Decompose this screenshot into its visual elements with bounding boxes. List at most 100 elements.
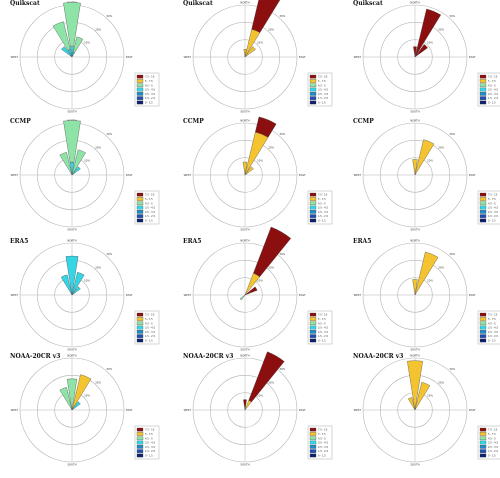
legend-swatch [136, 436, 144, 441]
legend-swatch [309, 197, 317, 201]
cardinal-west: WEST [11, 408, 19, 412]
wind-rose-panel: NORTH SOUTH EAST WEST 10% 20% 30% CCMP 7.5 - 105… [183, 116, 333, 232]
legend-swatch [136, 440, 144, 445]
ring-percent-label: 20% [438, 27, 444, 31]
legend-swatch [309, 92, 317, 96]
legend-label: 0 - 1.5 [145, 102, 153, 105]
legend-label: 2.5 - 3.5 [145, 93, 155, 96]
legend-swatch [479, 214, 487, 218]
cardinal-east: EAST [299, 408, 306, 412]
legend-swatch [309, 192, 317, 197]
cardinal-east: EAST [126, 293, 133, 297]
legend-label: 7.5 - 10 [145, 194, 155, 197]
legend-swatch [479, 440, 487, 445]
cardinal-east: EAST [126, 173, 133, 177]
cardinal-south: SOUTH [240, 348, 249, 352]
legend-swatch [136, 334, 144, 338]
legend-swatch [479, 427, 487, 432]
legend-swatch [136, 192, 144, 197]
ring-percent-label: 20% [95, 380, 101, 384]
wind-rose-panel: NORTH SOUTH EAST WEST 10% 20% 30% NOAA-20CR v3 7… [353, 353, 500, 467]
legend-swatch [479, 83, 487, 88]
legend-label: 4.5 - 5 [488, 322, 496, 325]
legend-label: 5 - 7.5 [488, 318, 496, 321]
legend-swatch [479, 436, 487, 441]
ring-percent-label: 10% [84, 41, 90, 45]
legend-label: 1.5 - 2.5 [145, 450, 155, 453]
legend-swatch [309, 79, 317, 83]
legend-swatch [136, 317, 144, 321]
cardinal-south: SOUTH [410, 463, 419, 467]
ring-percent-label: 30% [106, 367, 112, 371]
petal-segment [412, 159, 418, 176]
ring-percent-label: 10% [427, 159, 433, 163]
panel-title: Quikscat [183, 0, 213, 7]
legend-label: 4.5 - 5 [145, 437, 153, 440]
legend-swatch [309, 96, 317, 100]
cardinal-north: NORTH [67, 354, 76, 358]
legend-label: 0 - 1.5 [318, 340, 326, 343]
cardinal-west: WEST [184, 173, 192, 177]
legend-swatch [479, 197, 487, 201]
ring-percent-label: 30% [449, 252, 455, 256]
petal-segment [73, 36, 84, 53]
petal-segment [65, 255, 79, 296]
ring-percent-label: 10% [84, 159, 90, 163]
cardinal-south: SOUTH [410, 110, 419, 114]
cardinal-west: WEST [354, 408, 362, 412]
legend-swatch [136, 87, 144, 92]
cardinal-west: WEST [354, 293, 362, 297]
legend-label: 4.5 - 5 [145, 84, 153, 87]
cardinal-west: WEST [11, 293, 19, 297]
legend-label: 5 - 7.5 [145, 433, 153, 436]
petal-segment [414, 139, 435, 176]
petal-segment [59, 387, 73, 411]
legend-label: 5 - 7.5 [488, 433, 496, 436]
petal-segment [244, 166, 254, 176]
petal-segment [71, 149, 86, 176]
legend-label: 3.5 - 4.5 [145, 327, 155, 330]
cardinal-east: EAST [299, 55, 306, 59]
cardinal-north: NORTH [410, 354, 419, 358]
legend-label: 1.5 - 2.5 [488, 450, 498, 453]
panel-title: NOAA-20CR v3 [10, 353, 60, 360]
cardinal-north: NORTH [410, 1, 419, 5]
ring-percent-label: 20% [95, 27, 101, 31]
legend-label: 2.5 - 3.5 [145, 331, 155, 334]
legend-swatch [309, 210, 317, 214]
panel-title: ERA5 [10, 238, 28, 245]
legend-label: 3.5 - 4.5 [145, 207, 155, 210]
legend-swatch [479, 96, 487, 100]
legend-swatch [479, 330, 487, 334]
petal-segment [63, 120, 81, 163]
panel-title: Quikscat [353, 0, 383, 7]
legend-label: 7.5 - 10 [318, 314, 328, 317]
legend-label: 1.5 - 2.5 [145, 97, 155, 100]
legend-label: 4.5 - 5 [318, 84, 326, 87]
ring-percent-label: 30% [449, 14, 455, 18]
legend-swatch [479, 79, 487, 83]
ring-percent-label: 30% [106, 14, 112, 18]
legend-label: 2.5 - 3.5 [488, 331, 498, 334]
legend-swatch [479, 201, 487, 206]
legend-swatch [309, 205, 317, 210]
legend-swatch [136, 205, 144, 210]
legend-swatch [309, 100, 317, 105]
panel-title: CCMP [353, 118, 374, 125]
cardinal-east: EAST [469, 173, 476, 177]
petal-segment [251, 0, 281, 33]
cardinal-north: NORTH [240, 354, 249, 358]
legend-swatch [309, 427, 317, 432]
legend-swatch [479, 192, 487, 197]
cardinal-west: WEST [354, 55, 362, 59]
legend-swatch [309, 445, 317, 449]
ring-percent-label: 20% [268, 145, 274, 149]
legend-swatch [136, 330, 144, 334]
cardinal-west: WEST [184, 293, 192, 297]
legend-label: 0 - 1.5 [145, 455, 153, 458]
legend-label: 0 - 1.5 [488, 340, 496, 343]
petal-segment [71, 286, 81, 296]
cardinal-south: SOUTH [240, 228, 249, 232]
